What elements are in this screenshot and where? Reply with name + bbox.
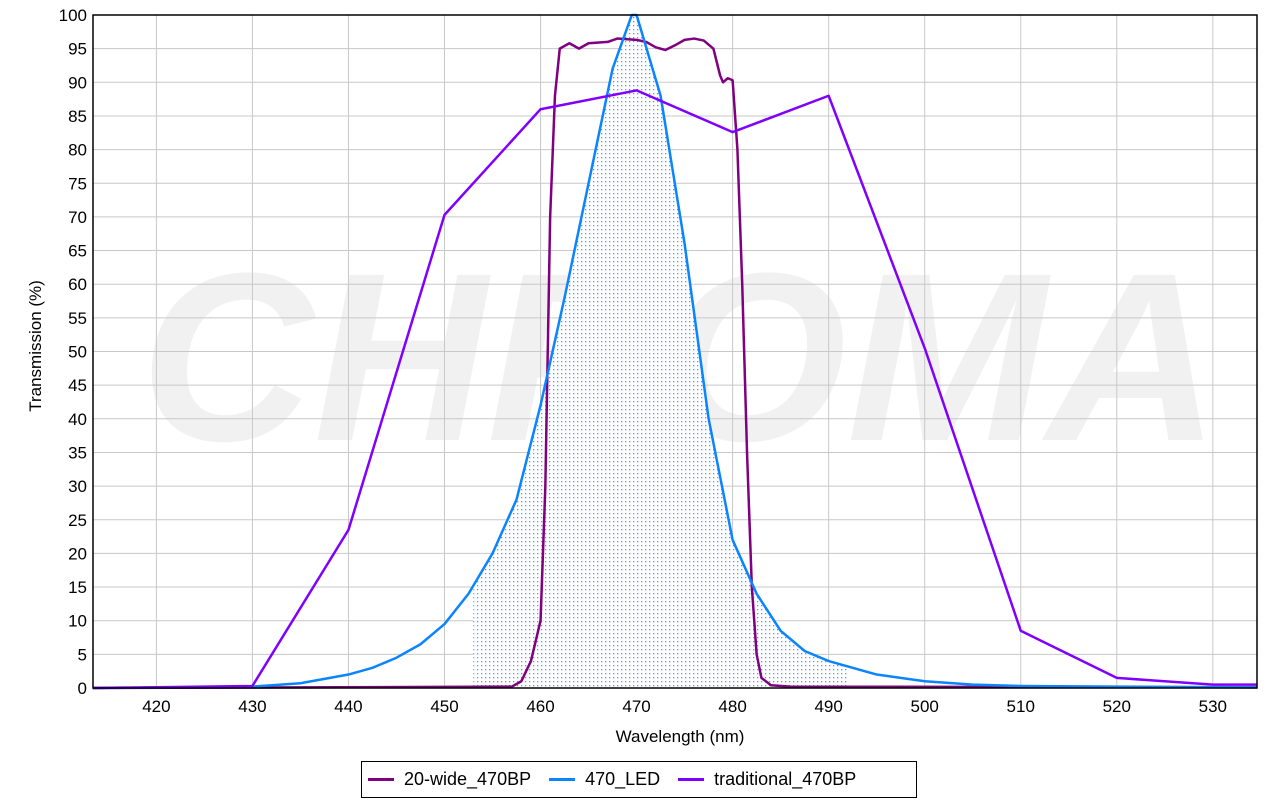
y-tick-label: 0 xyxy=(78,679,87,698)
y-axis-label: Transmission (%) xyxy=(26,280,45,412)
y-tick-label: 5 xyxy=(78,645,87,664)
x-tick-label: 480 xyxy=(718,697,746,716)
legend-label: traditional_470BP xyxy=(714,769,857,789)
legend-swatch xyxy=(368,778,394,781)
x-tick-label: 500 xyxy=(911,697,939,716)
y-tick-label: 65 xyxy=(68,242,87,261)
y-tick-label: 75 xyxy=(68,174,87,193)
y-tick-label: 70 xyxy=(68,208,87,227)
x-tick-label: 470 xyxy=(622,697,650,716)
y-tick-label: 80 xyxy=(68,141,87,160)
tick-labels: 420 430 440 450 460 470 480 490 500 510 520 5300510… xyxy=(59,6,1227,716)
y-tick-label: 20 xyxy=(68,544,87,563)
x-axis-label: Wavelength (nm) xyxy=(616,727,745,746)
y-tick-label: 40 xyxy=(68,410,87,429)
y-tick-label: 10 xyxy=(68,612,87,631)
y-tick-label: 45 xyxy=(68,376,87,395)
legend-swatch xyxy=(678,778,705,781)
y-tick-label: 85 xyxy=(68,107,87,126)
x-tick-label: 520 xyxy=(1103,697,1131,716)
x-tick-label: 490 xyxy=(814,697,842,716)
series-line-20-wide_470BP xyxy=(92,37,1258,690)
y-tick-label: 15 xyxy=(68,578,87,597)
y-tick-label: 50 xyxy=(68,343,87,362)
legend: 20-wide_470BP 470_LED traditional_470BP xyxy=(361,761,917,798)
y-tick-label: 90 xyxy=(68,73,87,92)
legend-item: 470_LED xyxy=(549,769,660,790)
x-tick-label: 420 xyxy=(142,697,170,716)
chart: CHROMA 420430440450460470480490500510520… xyxy=(26,6,1258,746)
x-tick-label: 440 xyxy=(334,697,362,716)
plot-frame xyxy=(92,14,1258,689)
x-tick-label: 430 xyxy=(238,697,266,716)
legend-swatch xyxy=(549,778,576,781)
legend-item: 20-wide_470BP xyxy=(368,769,531,790)
legend-label: 470_LED xyxy=(585,769,661,789)
legend-item: traditional_470BP xyxy=(678,769,856,790)
y-tick-label: 55 xyxy=(68,309,87,328)
x-tick-label: 460 xyxy=(526,697,554,716)
x-tick-label: 510 xyxy=(1007,697,1035,716)
legend-label: 20-wide_470BP xyxy=(404,769,532,789)
shaded-area xyxy=(473,15,848,688)
x-tick-label: 450 xyxy=(430,697,458,716)
y-tick-label: 60 xyxy=(68,275,87,294)
shaded-area-polygon xyxy=(473,15,848,688)
y-tick-label: 100 xyxy=(59,6,87,25)
y-tick-label: 25 xyxy=(68,511,87,530)
y-tick-label: 35 xyxy=(68,443,87,462)
series-line-traditional_470BP xyxy=(92,89,1257,690)
y-tick-label: 30 xyxy=(68,477,87,496)
x-tick-label: 530 xyxy=(1199,697,1227,716)
y-tick-label: 95 xyxy=(68,40,87,59)
